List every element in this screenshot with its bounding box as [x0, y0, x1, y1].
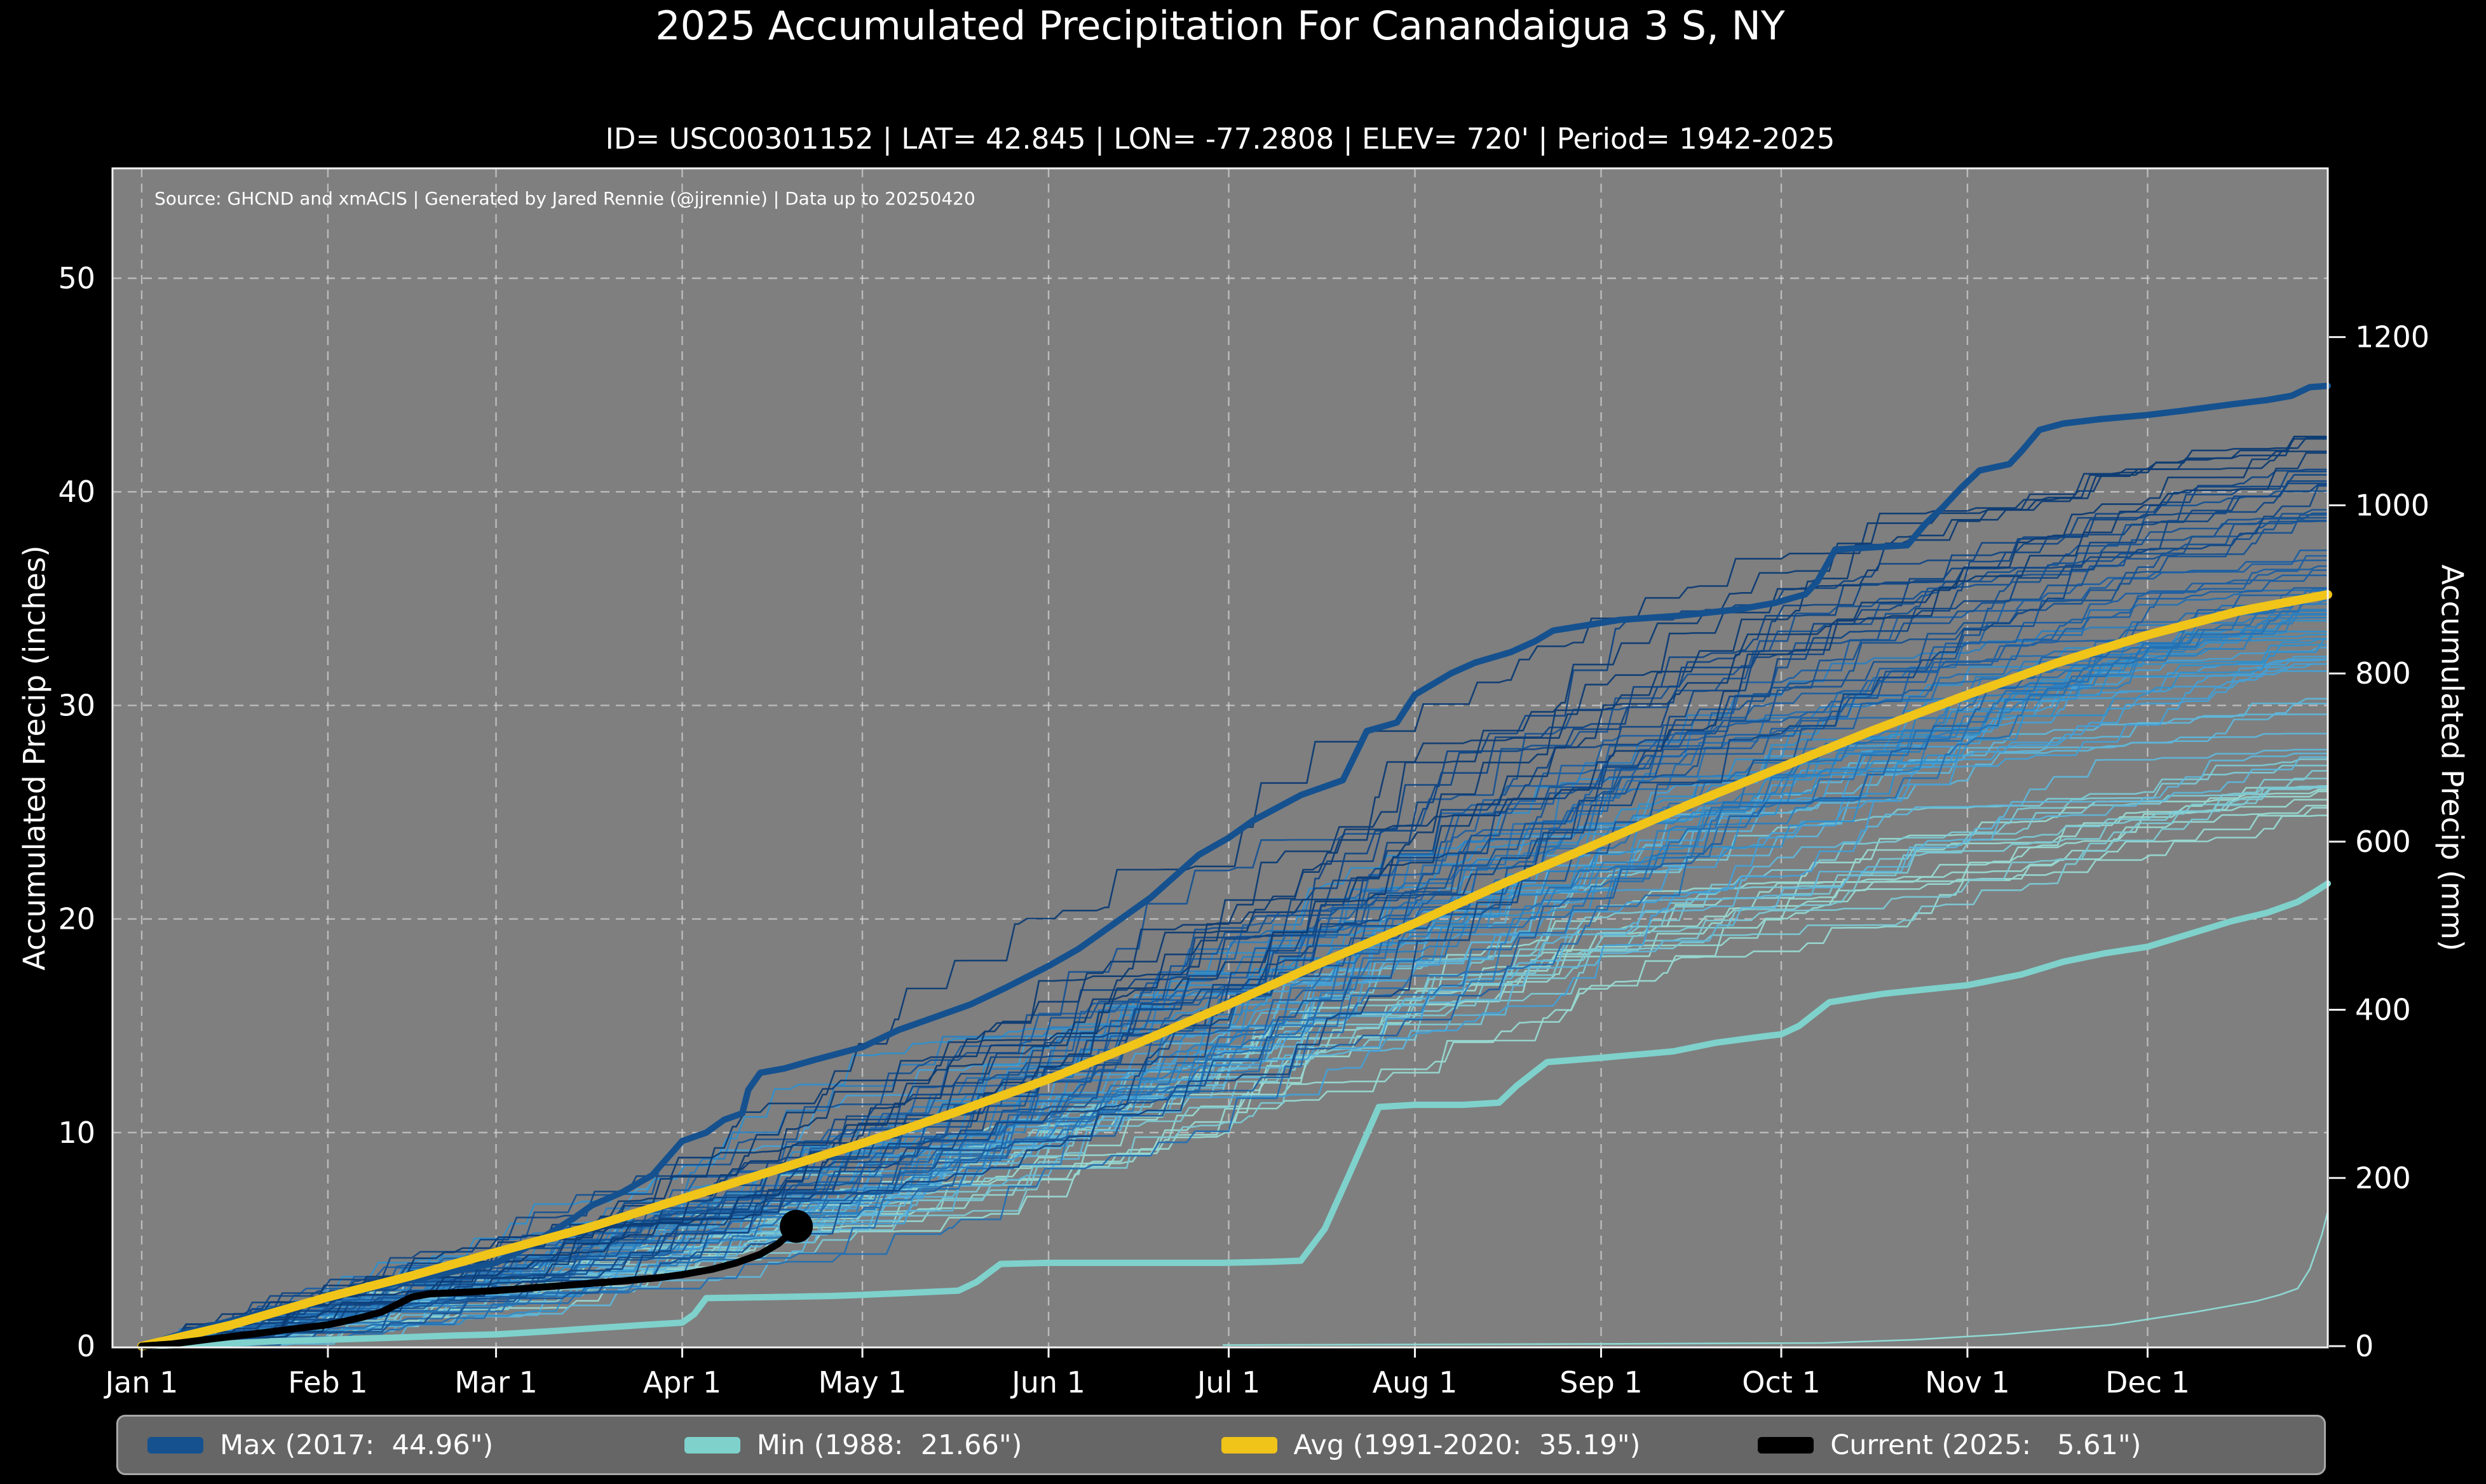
legend-label-current: Current (2025: 5.61") [1830, 1429, 2142, 1461]
legend-label-min: Min (1988: 21.66") [756, 1429, 1022, 1461]
y-left-tick-label: 40 [58, 475, 95, 509]
year-line [142, 593, 2328, 1347]
x-tick-label: Feb 1 [288, 1365, 367, 1400]
year-line [142, 450, 2328, 1347]
partial-year-line [1223, 1211, 2329, 1346]
x-tick-label: Jun 1 [1010, 1365, 1085, 1400]
year-line [142, 483, 2328, 1347]
year-line [142, 435, 2328, 1347]
year-line [142, 490, 2328, 1347]
x-tick-label: Jan 1 [104, 1365, 179, 1400]
y-left-tick-label: 0 [77, 1329, 95, 1363]
x-tick-label: Dec 1 [2105, 1365, 2190, 1400]
x-tick-label: Oct 1 [1742, 1365, 1820, 1400]
y-right-tick-label: 0 [2355, 1329, 2374, 1363]
legend-item-max: Max (2017: 44.96") [147, 1429, 684, 1461]
current-line-swatch [1758, 1436, 1814, 1454]
source-note: Source: GHCND and xmACIS | Generated by … [154, 188, 975, 209]
min-line [139, 880, 2331, 1349]
legend-item-avg: Avg (1991-2020: 35.19") [1221, 1429, 1758, 1461]
y-left-tick-label: 30 [58, 688, 95, 722]
y-right-tick-label: 1200 [2355, 320, 2429, 354]
min-line-swatch [684, 1436, 740, 1454]
x-tick-label: May 1 [818, 1365, 907, 1400]
y-right-tick-label: 1000 [2355, 488, 2429, 522]
plot-border [111, 167, 2329, 1349]
legend-label-max: Max (2017: 44.96") [220, 1429, 494, 1461]
year-line [142, 638, 2328, 1347]
x-tick-label: Sep 1 [1559, 1365, 1643, 1400]
year-line [142, 436, 2328, 1347]
legend-item-min: Min (1988: 21.66") [684, 1429, 1221, 1461]
y-left-tick-label: 50 [58, 261, 95, 295]
x-tick-label: Jul 1 [1195, 1365, 1260, 1400]
station-metadata-subtitle: ID= USC00301152 | LAT= 42.845 | LON= -77… [605, 122, 1835, 156]
y-right-tick-label: 200 [2355, 1161, 2411, 1195]
y-right-tick-label: 600 [2355, 825, 2411, 859]
max-line [139, 382, 2331, 1349]
legend: Max (2017: 44.96") Min (1988: 21.66") Av… [116, 1415, 2326, 1475]
y-axis-right-title: Accumulated Precip (mm) [2434, 564, 2469, 952]
y-left-tick-label: 20 [58, 902, 95, 936]
year-line [142, 470, 2328, 1347]
current-line [138, 1222, 800, 1350]
y-right-tick-label: 800 [2355, 656, 2411, 691]
plot-background [112, 168, 2328, 1347]
x-tick-label: Apr 1 [643, 1365, 721, 1400]
page-title: 2025 Accumulated Precipitation For Canan… [655, 3, 1785, 49]
avg-line [137, 590, 2332, 1351]
current-end-dot [780, 1210, 813, 1243]
max-line-swatch [147, 1436, 203, 1454]
year-line [142, 480, 2328, 1347]
avg-line-swatch [1221, 1436, 1277, 1454]
x-tick-label: Aug 1 [1373, 1365, 1458, 1400]
year-line [142, 778, 2328, 1347]
y-right-tick-label: 400 [2355, 993, 2411, 1027]
legend-label-avg: Avg (1991-2020: 35.19") [1293, 1429, 1641, 1461]
x-tick-label: Mar 1 [454, 1365, 538, 1400]
legend-item-current: Current (2025: 5.61") [1758, 1429, 2295, 1461]
y-axis-left-title: Accumulated Precip (inches) [17, 545, 53, 971]
year-line [142, 588, 2328, 1347]
x-tick-label: Nov 1 [1925, 1365, 2010, 1400]
y-left-tick-label: 10 [58, 1116, 95, 1150]
